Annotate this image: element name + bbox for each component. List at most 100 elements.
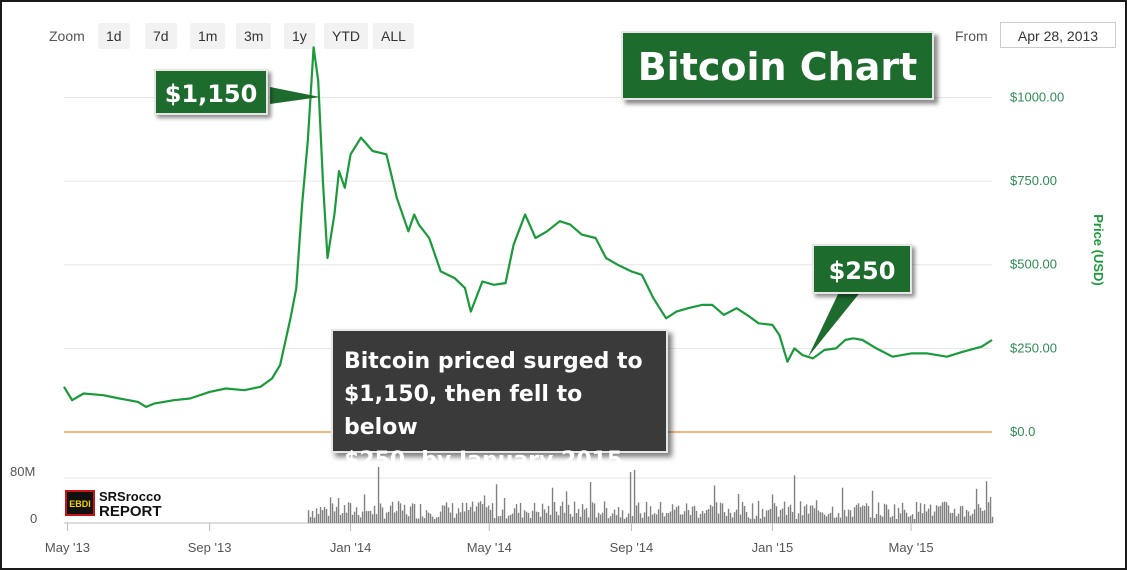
- volume-bar: [473, 511, 476, 523]
- volume-bar: [351, 514, 354, 523]
- zoom-7d-button[interactable]: 7d: [145, 23, 177, 49]
- volume-bar: [495, 484, 498, 523]
- volume-bar: [963, 516, 966, 523]
- volume-bar: [383, 518, 386, 523]
- volume-bar: [369, 510, 372, 523]
- volume-bar: [565, 491, 568, 523]
- volume-bar: [399, 503, 402, 523]
- volume-bar: [433, 518, 436, 523]
- volume-bar: [731, 517, 734, 523]
- volume-bar: [779, 509, 782, 523]
- volume-bar: [469, 506, 472, 523]
- volume-bar: [603, 501, 606, 523]
- volume-bar: [521, 517, 524, 523]
- zoom-1y-button[interactable]: 1y: [284, 23, 315, 49]
- zoom-1d-button[interactable]: 1d: [98, 23, 130, 49]
- volume-bar: [575, 512, 578, 523]
- volume-bar: [771, 494, 774, 523]
- volume-bar: [505, 518, 508, 523]
- volume-bar: [483, 495, 486, 523]
- volume-bar: [627, 513, 630, 523]
- volume-bar: [461, 502, 464, 523]
- volume-bar: [329, 497, 332, 523]
- volume-bar: [901, 502, 904, 523]
- chart-title-box: Bitcoin Chart: [621, 31, 934, 100]
- volume-bar: [861, 505, 864, 523]
- volume-bar: [913, 518, 916, 523]
- volume-bar: [631, 515, 634, 523]
- volume-bar: [969, 515, 972, 523]
- volume-bar: [507, 515, 510, 523]
- volume-bar: [467, 510, 470, 523]
- volume-bar: [427, 512, 430, 523]
- volume-bar: [721, 503, 724, 523]
- volume-bar: [465, 502, 468, 523]
- volume-bar: [685, 503, 688, 523]
- volume-bar: [553, 501, 556, 523]
- volume-bar: [875, 513, 878, 523]
- volume-bar: [929, 504, 932, 523]
- volume-bar: [765, 510, 768, 523]
- volume-bar: [869, 517, 872, 523]
- volume-bar: [411, 503, 414, 523]
- volume-bar: [589, 482, 592, 523]
- y-tick-label: $500.00: [1010, 257, 1057, 272]
- volume-bar: [515, 504, 518, 523]
- zoom-1m-button[interactable]: 1m: [190, 23, 226, 49]
- volume-bar: [953, 508, 956, 523]
- volume-bar: [847, 509, 850, 523]
- volume-bar: [443, 505, 446, 523]
- volume-bar: [545, 512, 548, 523]
- volume-bar: [317, 513, 320, 523]
- volume-bar: [677, 505, 680, 523]
- volume-bar: [967, 511, 970, 523]
- volume-bar: [455, 513, 458, 523]
- volume-bar: [421, 516, 424, 523]
- volume-bar: [639, 513, 642, 523]
- volume-bar: [909, 515, 912, 523]
- volume-axis-max-label: 80M: [10, 464, 35, 479]
- volume-bar: [885, 504, 888, 523]
- x-axis-ticks: May '13 Sep '13 Jan '14 May '14 Sep '14 Jan '…: [45, 522, 992, 555]
- volume-bar: [307, 510, 310, 523]
- zoom-ytd-button[interactable]: YTD: [324, 23, 368, 49]
- volume-bar: [719, 502, 722, 523]
- zoom-all-button[interactable]: ALL: [373, 23, 414, 49]
- volume-bar: [809, 505, 812, 523]
- volume-bar: [663, 516, 666, 523]
- volume-bar: [737, 494, 740, 523]
- volume-bar: [577, 508, 580, 523]
- volume-bar: [679, 514, 682, 523]
- volume-bar: [569, 514, 572, 523]
- volume-bar: [397, 501, 400, 523]
- volume-bar: [541, 503, 544, 523]
- volume-bar: [373, 505, 376, 523]
- volume-bar: [713, 485, 716, 523]
- volume-bar: [933, 511, 936, 523]
- volume-bar: [381, 507, 384, 523]
- volume-bar: [843, 509, 846, 523]
- volume-bar: [957, 513, 960, 523]
- x-tick-label: Sep '13: [188, 540, 232, 555]
- volume-bar: [681, 514, 684, 523]
- volume-bar: [867, 506, 870, 523]
- volume-bar: [979, 507, 982, 523]
- peak-price-callout: $1,150: [154, 69, 268, 115]
- volume-bar: [463, 511, 466, 523]
- volume-bar: [601, 512, 604, 523]
- volume-bar: [617, 507, 620, 523]
- volume-bar: [675, 506, 678, 523]
- volume-bar: [803, 506, 806, 523]
- volume-bar: [813, 508, 816, 523]
- volume-bar: [927, 508, 930, 523]
- volume-bar: [451, 503, 454, 523]
- volume-bar: [793, 475, 796, 523]
- volume-bar: [825, 516, 828, 523]
- volume-bar: [439, 511, 442, 523]
- volume-bar: [375, 514, 378, 523]
- zoom-3m-button[interactable]: 3m: [236, 23, 272, 49]
- volume-bar: [729, 512, 732, 523]
- volume-bar: [833, 517, 836, 523]
- from-date-input[interactable]: Apr 28, 2013: [1000, 22, 1116, 48]
- volume-bar: [537, 511, 540, 523]
